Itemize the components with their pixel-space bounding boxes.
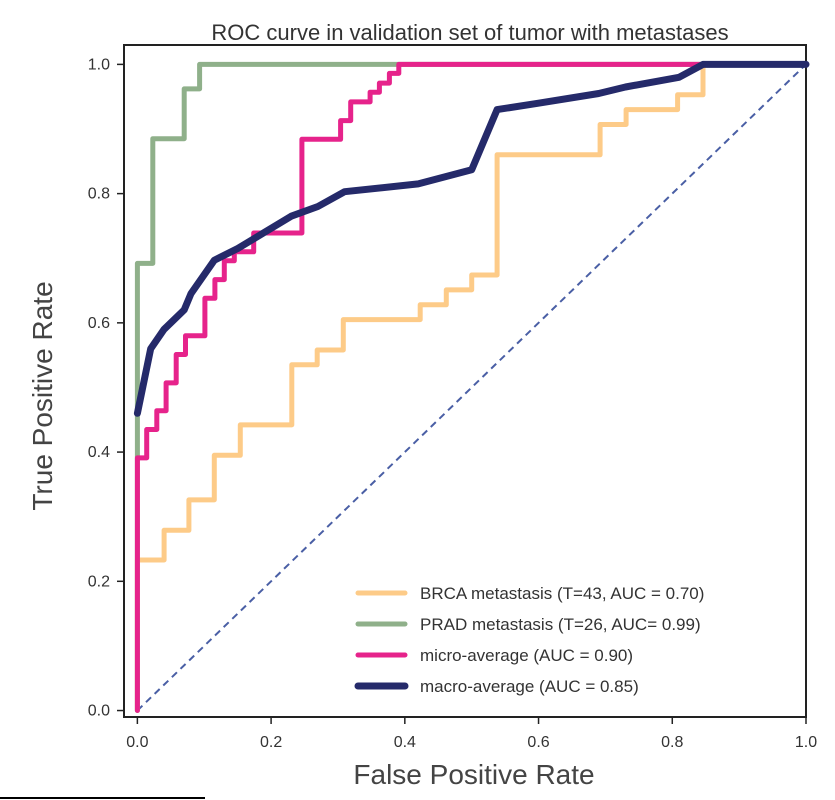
series-line-1 — [134, 61, 809, 713]
y-tick-label: 0.8 — [88, 186, 110, 203]
plot-area: 0.0 0.2 0.4 0.6 0.8 1.0 0.0 0.2 0.4 0.6 0.8 1.0 BRCA… — [88, 44, 817, 751]
series-line-0 — [134, 61, 809, 713]
x-axis-label: False Positive Rate — [353, 759, 594, 790]
series-line-3 — [133, 60, 810, 417]
legend-label-2: micro-average (AUC = 0.90) — [420, 646, 633, 665]
plot-frame — [123, 44, 807, 718]
y-tick-label: 0.2 — [88, 573, 110, 590]
x-tick-label: 1.0 — [795, 734, 817, 751]
x-tick-label: 0.2 — [260, 734, 282, 751]
series-line-2 — [134, 61, 809, 713]
y-tick-label: 0.0 — [88, 703, 110, 720]
chart-title: ROC curve in validation set of tumor wit… — [211, 20, 728, 45]
footnote-rule — [0, 797, 205, 799]
x-tick-label: 0.8 — [661, 734, 683, 751]
legend-label-0: BRCA metastasis (T=43, AUC = 0.70) — [420, 584, 704, 603]
legend-label-3: macro-average (AUC = 0.85) — [420, 677, 639, 696]
x-tick-label: 0.6 — [527, 734, 549, 751]
x-tick-label: 0.0 — [126, 734, 148, 751]
chance-diagonal-line — [136, 63, 807, 712]
y-axis-label: True Positive Rate — [27, 281, 58, 510]
y-tick-label: 0.4 — [88, 444, 110, 461]
y-tick-label: 0.6 — [88, 315, 110, 332]
y-tick-label: 1.0 — [88, 56, 110, 73]
x-tick-label: 0.4 — [394, 734, 416, 751]
legend-label-1: PRAD metastasis (T=26, AUC= 0.99) — [420, 615, 701, 634]
